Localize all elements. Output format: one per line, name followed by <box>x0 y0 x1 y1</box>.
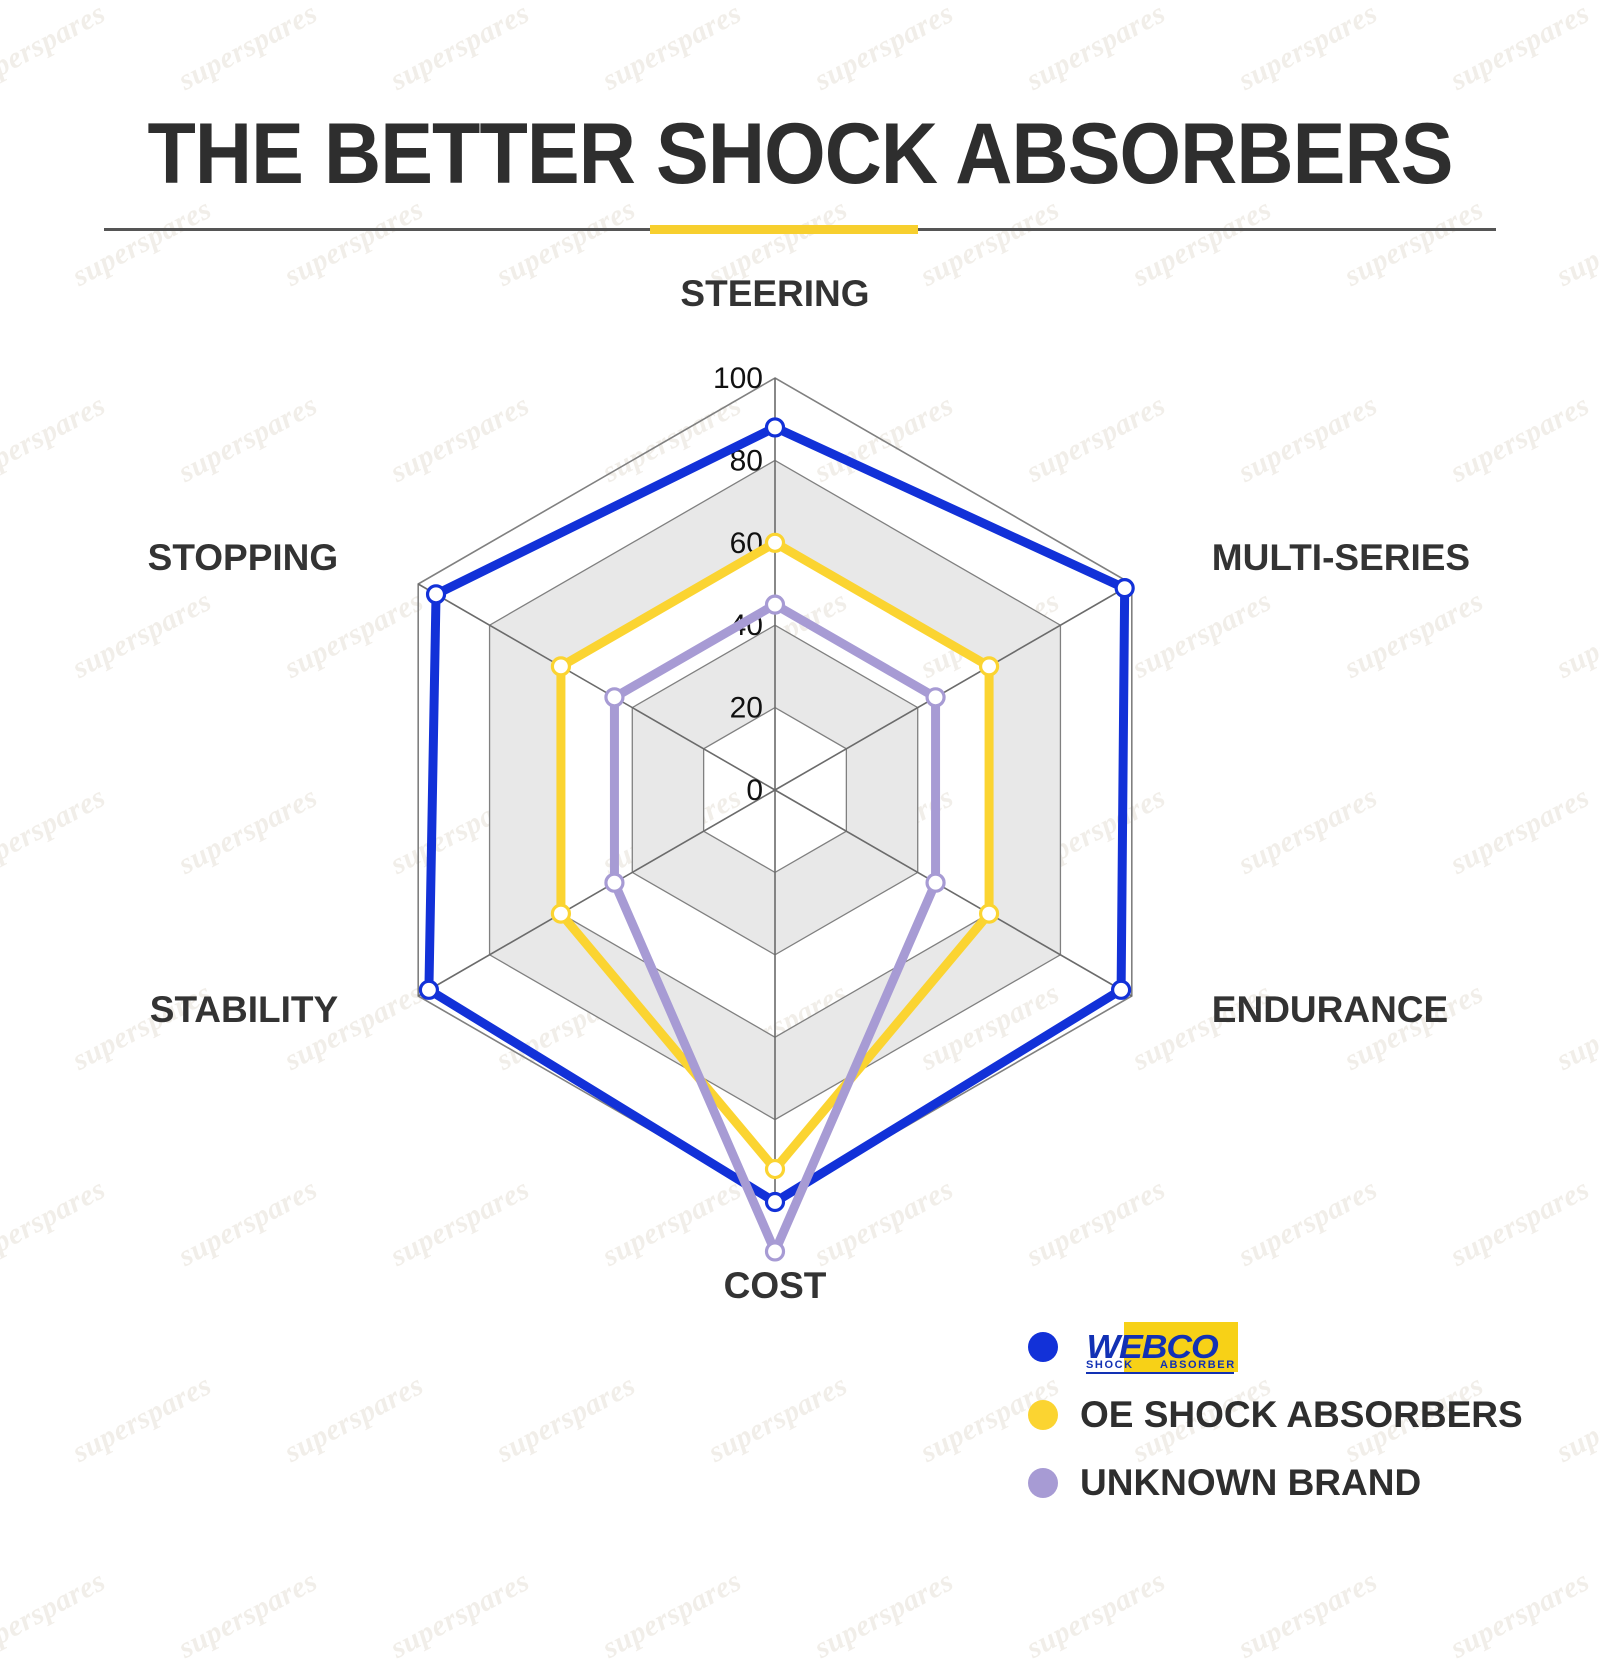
axis-label-steering: STEERING <box>680 273 869 314</box>
radar-data-point <box>1114 578 1135 599</box>
legend-item-webco[interactable]: WEBCO SHOCK ABSORBER <box>1028 1316 1548 1378</box>
webco-logo-wordmark: WEBCO <box>1086 1328 1218 1365</box>
legend-swatch-unknown <box>1028 1468 1058 1498</box>
webco-logo-sub-shock: SHOCK <box>1086 1359 1134 1371</box>
axis-label-stability: STABILITY <box>150 989 339 1030</box>
radar-data-point <box>550 903 572 924</box>
radar-data-point <box>418 979 439 1000</box>
legend-swatch-oe <box>1028 1400 1058 1430</box>
legend-swatch-webco <box>1028 1332 1058 1362</box>
axis-label-cost: COST <box>724 1265 827 1306</box>
radar-data-point <box>764 1158 786 1180</box>
radar-labels: 020406080100STEERINGMULTI-SERIESENDURANC… <box>148 273 1470 1306</box>
radar-data-point <box>764 1191 786 1213</box>
radar-data-point <box>925 872 946 893</box>
radar-data-point <box>764 594 786 615</box>
legend-label-unknown: UNKNOWN BRAND <box>1080 1462 1422 1503</box>
radar-data-point <box>1110 979 1132 1000</box>
radar-chart: 0 20 40 60 80 100 STEERING MULTI-SERIES ENDURANC… <box>148 273 1470 1306</box>
axis-label-endurance: ENDURANCE <box>1212 989 1448 1030</box>
legend-label-oe: OE SHOCK ABSORBERS <box>1080 1394 1523 1435</box>
webco-logo: WEBCO SHOCK ABSORBER <box>1080 1322 1238 1374</box>
radar-tick-label: 100 <box>713 362 763 395</box>
radar-data-point <box>764 417 786 438</box>
radar-data-point <box>978 656 1000 677</box>
page-title: THE BETTER SHOCK ABSORBERS <box>147 106 1453 202</box>
radar-tick-label: 20 <box>730 692 763 725</box>
radar-band <box>632 625 918 955</box>
axis-label-multi-series: MULTI-SERIES <box>1212 537 1470 578</box>
title-accent-bar <box>650 225 918 234</box>
radar-chart-svg: 020406080100STEERINGMULTI-SERIESENDURANC… <box>148 273 1470 1306</box>
radar-data-point <box>604 687 625 708</box>
radar-data-point <box>550 656 572 677</box>
radar-spoke <box>417 789 776 997</box>
radar-data-point <box>764 532 786 553</box>
radar-axes <box>417 378 1133 1202</box>
legend-item-oe[interactable]: OE SHOCK ABSORBERS <box>1028 1384 1548 1446</box>
axis-label-stopping: STOPPING <box>148 537 339 578</box>
radar-series <box>418 417 1135 1262</box>
webco-logo-background <box>1124 1322 1238 1372</box>
radar-data-point <box>604 872 625 893</box>
radar-tick-label: 0 <box>746 774 763 807</box>
radar-data-point <box>978 903 1000 924</box>
radar-data-point <box>764 1241 786 1262</box>
radar-spoke <box>417 583 776 791</box>
radar-data-point <box>425 584 447 605</box>
webco-logo-sub-absorber: ABSORBER <box>1160 1359 1236 1371</box>
legend-item-unknown[interactable]: UNKNOWN BRAND <box>1028 1452 1548 1514</box>
chart-legend: WEBCO SHOCK ABSORBER OE SHOCK ABSORBERS … <box>1028 1316 1548 1520</box>
webco-logo-underline <box>1086 1372 1234 1374</box>
radar-spoke <box>774 789 1133 997</box>
radar-data-point <box>925 687 946 708</box>
header: THE BETTER SHOCK ABSORBERS <box>0 0 1600 250</box>
radar-spoke <box>774 583 1133 791</box>
